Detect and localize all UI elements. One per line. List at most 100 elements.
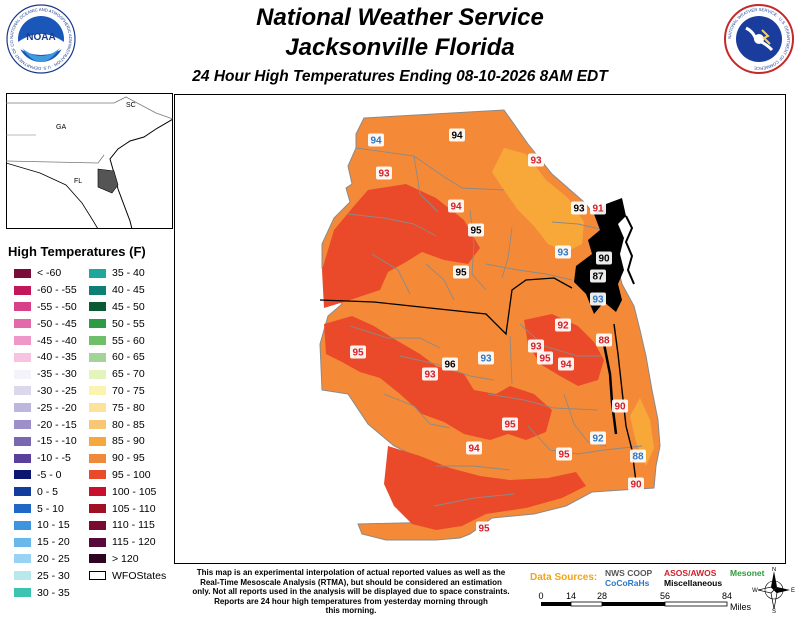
legend-item: -25 - -20 [14,399,77,416]
legend-label: -25 - -20 [37,401,77,414]
station-label-box [590,201,606,215]
source-asos-awos: ASOS/AWOS [664,568,717,578]
legend-label: 115 - 120 [112,536,156,549]
station-label: 95 [453,265,469,279]
legend-label: 0 - 5 [37,485,59,498]
inset-label-sc: SC [126,102,136,109]
region-95-100-south [384,446,586,530]
station-label: 87 [590,269,606,283]
station-value: 95 [539,354,551,365]
station-label: 93 [478,351,494,365]
legend-item: 20 - 25 [14,551,77,568]
legend-label: 70 - 75 [112,384,145,397]
station-value: 90 [598,254,610,265]
legend-item: 60 - 65 [89,349,166,366]
legend-swatch [89,336,106,346]
legend-item: -30 - -25 [14,383,77,400]
station-label-box [558,357,574,371]
legend-item: 75 - 80 [89,399,166,416]
legend-item: > 120 [89,551,166,568]
station-label-box [466,441,482,455]
station-label: 95 [350,345,366,359]
station-label: 94 [466,441,482,455]
legend-label: -35 - -30 [37,368,77,381]
region-85-90-south [630,398,654,466]
legend-item: 100 - 105 [89,483,166,500]
legend-swatch [14,571,31,581]
station-value: 96 [444,360,456,371]
source-cocorahs: CoCoRaHs [605,578,650,588]
legend-swatch [89,571,106,581]
legend-item: 25 - 30 [14,567,77,584]
station-value: 94 [451,131,463,142]
legend-label: 45 - 50 [112,300,145,313]
station-label-box [368,133,384,147]
station-label-box [453,265,469,279]
legend-label: -20 - -15 [37,418,77,431]
state-boundary [319,277,573,336]
legend-label: > 120 [112,552,139,565]
station-label-box [528,153,544,167]
station-label: 91 [590,201,606,215]
legend-swatch [89,504,106,514]
legend-swatch [14,504,31,514]
station-value: 94 [450,202,462,213]
svg-text:NOAA: NOAA [26,32,55,43]
legend-swatch [14,369,31,379]
legend-item: -10 - -5 [14,450,77,467]
station-label: 90 [628,477,644,491]
legend-label: -40 - -35 [37,351,77,364]
legend-swatch [14,520,31,530]
scale-tick-28: 28 [597,591,607,601]
station-label-box [502,417,518,431]
compass-e: E [791,588,795,594]
station-label: 93 [528,339,544,353]
legend-label: < -60 [37,267,62,280]
legend-swatch [14,302,31,312]
station-label-box [422,367,438,381]
station-value: 94 [560,360,572,371]
legend-item: WFOStates [89,567,166,584]
station-value: 93 [573,204,585,215]
station-label-box [596,333,612,347]
legend-label: 35 - 40 [112,267,145,280]
station-label: 94 [449,128,465,142]
station-label-box [590,269,606,283]
legend-swatch [89,537,106,547]
legend-label: -5 - 0 [37,468,62,481]
station-label-box [590,431,606,445]
station-label-box [537,351,553,365]
station-label: 95 [476,521,492,535]
station-label: 88 [596,333,612,347]
legend-item: 70 - 75 [89,383,166,400]
station-label: 90 [596,251,612,265]
station-label: 93 [528,153,544,167]
station-label-box [478,351,494,365]
station-value: 93 [557,248,569,259]
legend-swatch [14,554,31,564]
legend-item: 5 - 10 [14,500,77,517]
nws-logo: NATIONAL WEATHER SERVICE · U.S. DEPARTME… [724,4,794,74]
station-value: 95 [352,348,364,359]
station-value: 94 [468,444,480,455]
legend-swatch [89,554,106,564]
legend-label: 50 - 55 [112,317,145,330]
legend-swatch [14,420,31,430]
legend-label: 30 - 35 [37,586,70,599]
legend-swatch [89,319,106,329]
legend-item: 50 - 55 [89,315,166,332]
station-value: 91 [592,204,604,215]
station-value: 93 [378,169,390,180]
legend-swatch [14,453,31,463]
scale-tick-56: 56 [660,591,670,601]
legend-item: 10 - 15 [14,517,77,534]
scale-tick-0: 0 [538,591,543,601]
legend-item: 95 - 100 [89,467,166,484]
station-label: 94 [448,199,464,213]
station-value: 90 [630,480,642,491]
station-label-box [449,128,465,142]
station-label-box [442,357,458,371]
legend-label: 5 - 10 [37,502,64,515]
legend-swatch [89,386,106,396]
